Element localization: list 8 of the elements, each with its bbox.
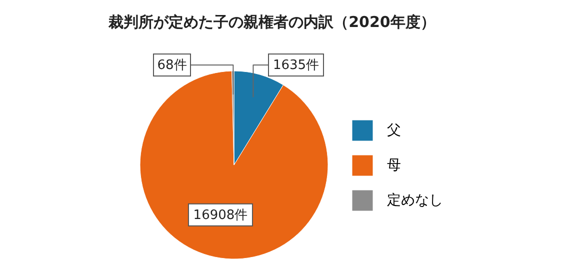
pie-slice: [140, 70, 328, 260]
data-label: 1635件: [272, 58, 320, 73]
legend-label: 母: [387, 158, 401, 174]
chart-title: 裁判所が定めた子の親権者の内訳（2020年度）: [108, 13, 436, 31]
legend-label: 父: [387, 122, 401, 138]
data-label: 16908件: [193, 208, 248, 223]
legend-label: 定めなし: [387, 192, 443, 208]
data-label: 68件: [157, 58, 187, 73]
